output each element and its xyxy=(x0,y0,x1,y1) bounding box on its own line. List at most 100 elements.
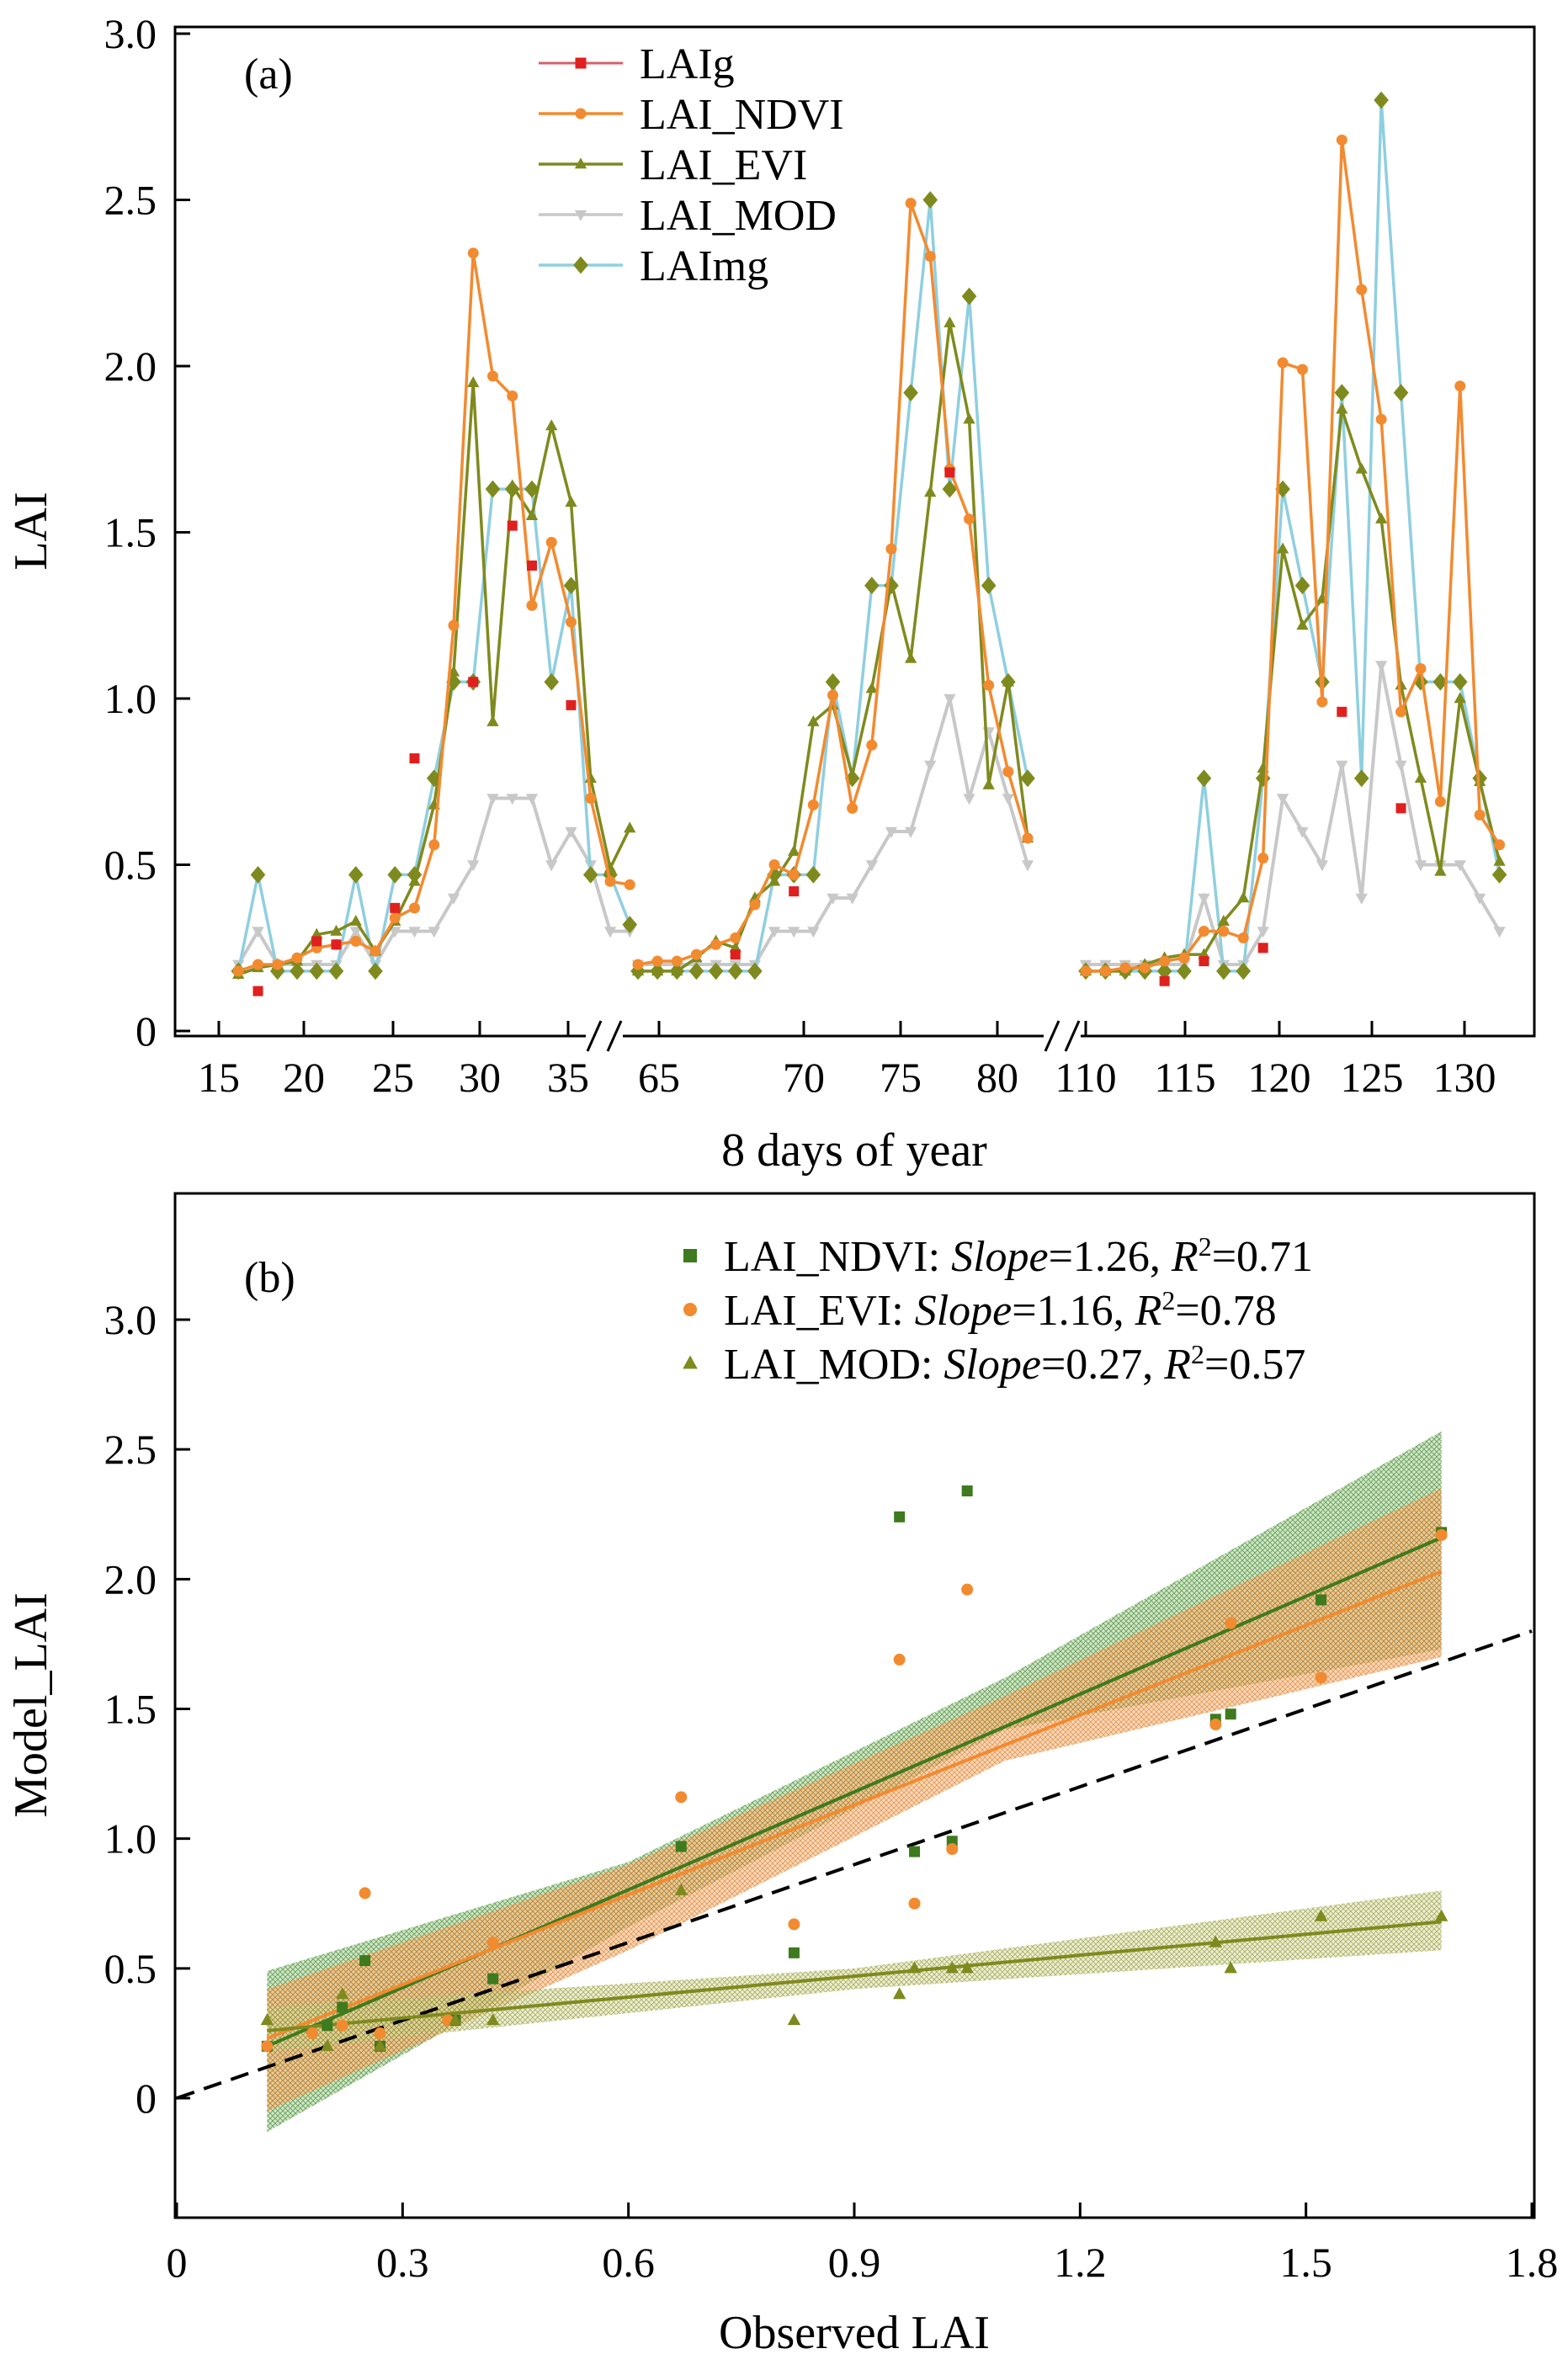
panel-a-point-LAI_NDVI xyxy=(1356,284,1368,295)
panel-b-point-LAI_EVI xyxy=(961,1583,974,1596)
panel-a-line-LAI_MOD xyxy=(1086,665,1502,966)
panel-a-point-LAI_EVI xyxy=(1454,692,1466,704)
panel-b-point-LAI_EVI xyxy=(374,2027,386,2039)
panel-a-point-LAI_NDVI xyxy=(1178,952,1190,964)
panel-a-point-LAI_EVI xyxy=(1217,914,1230,926)
panel-a-point-LAI_NDVI xyxy=(1198,926,1209,937)
panel-b-point-LAI_NDVI xyxy=(359,1955,371,1967)
panel-a-x-tick-label: 65 xyxy=(638,1054,680,1101)
panel-a-x-tick-label: 120 xyxy=(1248,1054,1311,1101)
panel-a-point-LAImg xyxy=(524,480,539,498)
panel-b-x-tick-label: 1.8 xyxy=(1506,2239,1559,2286)
panel-b-point-LAI_EVI xyxy=(261,2040,274,2053)
panel-a-point-LAIg xyxy=(789,886,800,897)
panel-a-point-LAI_NDVI xyxy=(1159,955,1171,967)
panel-a-point-LAI_EVI xyxy=(1355,462,1368,474)
legend-label-LAI_EVI: LAI_EVI xyxy=(640,141,807,189)
panel-a-point-LAI_EVI xyxy=(807,715,820,726)
panel-b-x-tick-label: 1.5 xyxy=(1279,2239,1332,2286)
panel-b-point-LAI_NDVI xyxy=(788,1947,800,1958)
panel-a-point-LAI_NDVI xyxy=(624,879,635,890)
panel-b-point-LAI_EVI xyxy=(1225,1617,1237,1629)
panel-b-point-LAI_MOD xyxy=(787,2013,801,2026)
panel-a-point-LAI_MOD xyxy=(1002,794,1014,805)
panel-a-point-LAI_NDVI xyxy=(749,899,761,911)
panel-b-band-LAI_MOD xyxy=(267,1890,1442,2052)
panel-a-point-LAImg xyxy=(1334,384,1350,401)
panel-a-point-LAI_EVI xyxy=(1374,512,1388,523)
panel-a-point-LAIg xyxy=(468,677,479,688)
panel-a-point-LAI_NDVI xyxy=(690,949,702,960)
panel-a-y-tick-label: 3.0 xyxy=(104,10,157,57)
panel-a-point-LAIg xyxy=(730,949,741,960)
panel-b-y-tick-label: 3.0 xyxy=(104,1296,157,1343)
panel-a-point-LAI_NDVI xyxy=(232,965,244,977)
legend-series-name: LAI_NDVI: xyxy=(724,1233,951,1281)
panel-a-point-LAI_NDVI xyxy=(1297,364,1308,375)
panel-a-point-LAI_EVI xyxy=(671,964,683,976)
panel-a-x-axis-label: 8 days of year xyxy=(721,1124,987,1177)
panel-a-x-tick-label: 80 xyxy=(976,1054,1018,1101)
panel-b-label: (b) xyxy=(244,1254,295,1302)
panel-a-point-LAImg xyxy=(1393,384,1409,401)
panel-a-line-LAI_NDVI xyxy=(1086,140,1502,973)
panel-a-point-LAI_NDVI xyxy=(1494,839,1506,851)
panel-a-point-LAI_EVI xyxy=(846,768,858,780)
panel-a-point-LAI_EVI xyxy=(651,964,664,976)
legend-label-LAImg: LAImg xyxy=(640,242,768,290)
panel-a-point-LAImg xyxy=(250,865,266,884)
panel-a-point-LAI_NDVI xyxy=(827,689,838,701)
panel-b-legend-marker-LAI_MOD xyxy=(683,1355,698,1369)
panel-a-axis-break-gap xyxy=(586,1018,623,1055)
legend-r2-value: =0.71 xyxy=(1212,1233,1313,1281)
panel-a-point-LAI_MOD xyxy=(1021,860,1034,872)
panel-a-point-LAI_NDVI xyxy=(964,513,975,525)
panel-a-point-LAI_EVI xyxy=(565,496,577,507)
panel-a-point-LAI_NDVI xyxy=(507,391,518,402)
panel-a-point-LAI_NDVI xyxy=(526,599,538,611)
panel-a-point-LAI_NDVI xyxy=(1257,853,1269,864)
legend-r2-sup: 2 xyxy=(1191,1339,1204,1369)
legend-r2-value: =0.57 xyxy=(1204,1341,1305,1389)
panel-a-point-LAImg xyxy=(767,865,782,884)
legend-r2-label: R xyxy=(1163,1341,1191,1389)
panel-b-point-LAI_NDVI xyxy=(909,1846,921,1857)
panel-b-point-LAI_NDVI xyxy=(1316,1594,1327,1606)
panel-a-point-LAImg xyxy=(747,962,763,980)
panel-a-point-LAI_MOD xyxy=(1374,661,1388,672)
panel-a-point-LAI_MOD xyxy=(963,794,975,805)
panel-a-x-tick-label: 35 xyxy=(547,1054,589,1101)
panel-a-point-LAImg xyxy=(1294,577,1310,595)
panel-a-point-LAImg xyxy=(981,577,997,595)
panel-b-legend-marker-LAI_EVI xyxy=(683,1303,697,1316)
panel-a-point-LAI_NDVI xyxy=(1099,965,1111,977)
panel-a-point-LAI_NDVI xyxy=(1218,926,1230,937)
legend-r2-sup: 2 xyxy=(1161,1285,1175,1315)
legend-r2-sup: 2 xyxy=(1199,1231,1212,1262)
panel-a-point-LAI_NDVI xyxy=(1119,962,1131,974)
panel-a-point-LAImg xyxy=(1491,865,1507,884)
panel-a-point-LAIg xyxy=(1257,943,1268,954)
panel-b-fit-line-LAI_MOD xyxy=(267,1920,1442,2033)
panel-a-y-tick-label: 2.0 xyxy=(104,343,157,390)
panel-a-point-LAI_MOD xyxy=(1493,927,1506,938)
panel-b-point-LAI_MOD xyxy=(336,1987,349,2000)
legend-r2-value: =0.78 xyxy=(1175,1287,1276,1335)
panel-a-point-LAI_NDVI xyxy=(585,793,597,804)
panel-b-point-LAI_MOD xyxy=(1224,1961,1237,1974)
panel-a-point-LAI_NDVI xyxy=(487,370,498,382)
panel-a-line-LAI_EVI xyxy=(1086,408,1502,973)
panel-a-point-LAI_NDVI xyxy=(1022,832,1034,844)
panel-a-point-LAI_MOD xyxy=(389,927,401,938)
panel-a-point-LAImg xyxy=(922,191,938,209)
panel-a-point-LAIg xyxy=(331,939,342,950)
panel-a-point-LAImg xyxy=(864,577,880,595)
panel-b-point-LAI_EVI xyxy=(336,2019,348,2032)
panel-a-point-LAImg xyxy=(563,577,579,595)
panel-a-point-LAIg xyxy=(390,902,401,913)
panel-a-point-LAImg xyxy=(582,865,598,884)
panel-a-point-LAI_EVI xyxy=(1336,402,1348,414)
panel-a-point-LAI_EVI xyxy=(1493,854,1506,866)
panel-b-point-LAI_EVI xyxy=(675,1791,688,1804)
